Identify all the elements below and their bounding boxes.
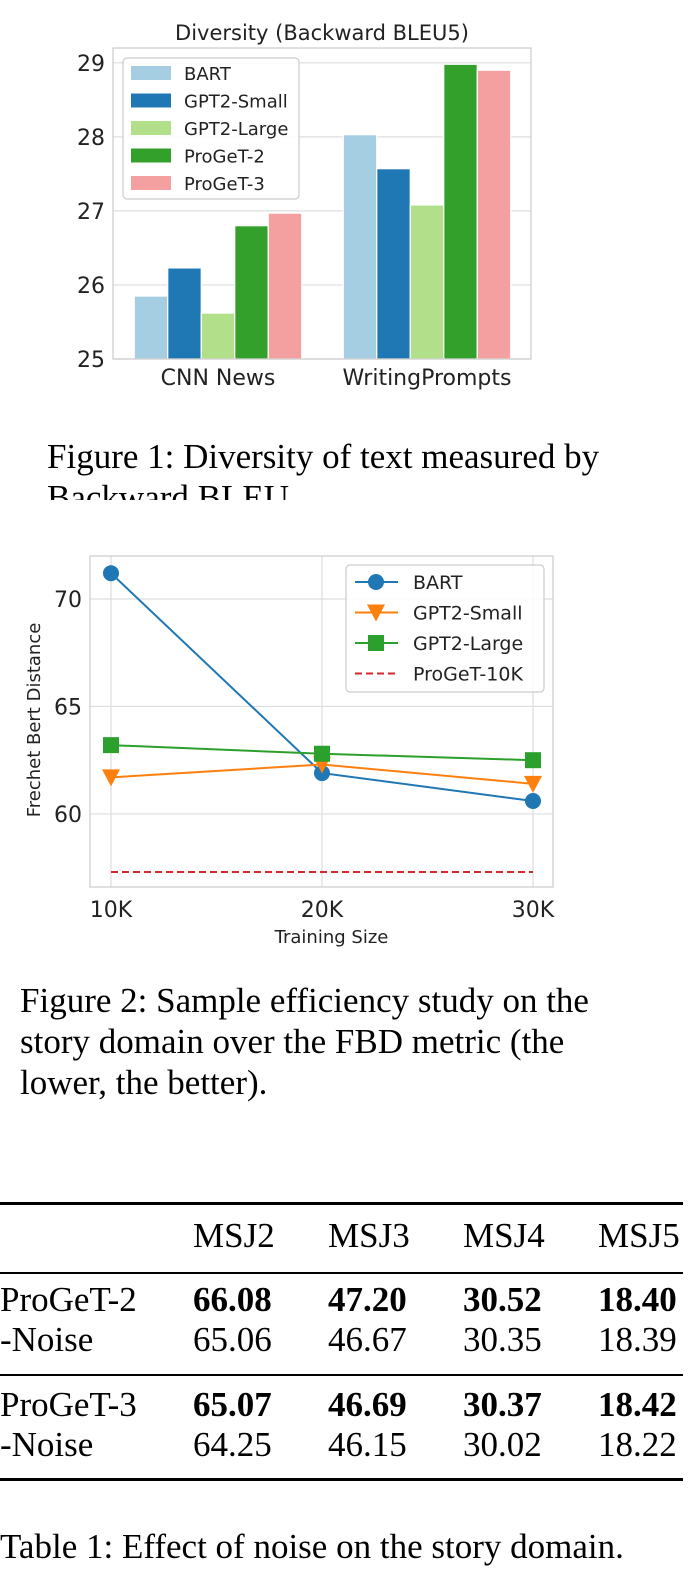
bar-proget-3	[476, 69, 512, 360]
x-tick-label: CNN News	[161, 366, 276, 391]
table-row-label: ProGeT-3	[0, 1385, 137, 1424]
legend-label: GPT2-Large	[413, 633, 523, 655]
point-gpt2-small	[102, 769, 120, 787]
table-cell: 46.69	[328, 1385, 407, 1424]
y-axis-label: Frechet Bert Distance	[24, 623, 45, 818]
legend-swatch-proget-2	[131, 148, 171, 163]
legend-label: BART	[184, 64, 232, 85]
chart-title: Diversity (Backward BLEU5)	[175, 21, 469, 45]
table-cell: 65.06	[193, 1320, 272, 1359]
table-cell: 30.37	[463, 1385, 542, 1424]
table-cell: 18.22	[598, 1425, 677, 1464]
table-row-label: -Noise	[0, 1425, 94, 1464]
table-row-label: -Noise	[0, 1320, 94, 1359]
bar-bart	[133, 295, 169, 360]
legend-swatch-bart	[131, 66, 171, 80]
table-top-rule	[0, 1202, 683, 1205]
legend-swatch-proget-3	[131, 176, 171, 190]
table-row-label: ProGeT-2	[0, 1280, 137, 1319]
table-cell: 30.02	[463, 1425, 542, 1464]
y-tick-label: 29	[77, 52, 105, 77]
point-gpt2-large	[103, 737, 119, 754]
table-cell: 46.15	[328, 1425, 407, 1464]
table-cell: 30.35	[463, 1320, 542, 1359]
bar-gpt2-small	[376, 168, 411, 360]
x-axis-label: Training Size	[274, 927, 389, 948]
table-bottom-rule	[0, 1478, 683, 1481]
legend-label: ProGeT-2	[184, 147, 265, 168]
y-tick-label: 60	[54, 803, 82, 828]
y-tick-label: 70	[54, 588, 82, 613]
y-tick-label: 28	[77, 126, 105, 151]
table-header-rule	[0, 1272, 683, 1274]
legend-label: GPT2-Small	[413, 603, 523, 625]
diversity-bar-chart: Diversity (Backward BLEU5) 25 26 27 28 29 CNN …	[77, 21, 532, 391]
x-tick-label: 10K	[90, 898, 133, 923]
bar-proget-2	[234, 225, 269, 360]
plot-frame	[112, 47, 532, 360]
bar-proget-3	[267, 212, 303, 360]
legend-swatch-gpt2-small	[131, 93, 171, 108]
bar-gpt2-small	[167, 267, 202, 360]
table-cell: 47.20	[328, 1280, 407, 1319]
bar-bart	[342, 134, 378, 360]
legend-label: ProGeT-10K	[413, 664, 523, 686]
legend-box	[345, 564, 545, 693]
sample-efficiency-line-chart: 60 65 70 10K 20K 30K Training Size Frechet Bert…	[24, 555, 555, 948]
legend-label: GPT2-Small	[184, 92, 288, 113]
x-tick-label: 30K	[512, 898, 555, 923]
legend-marker-bart	[368, 574, 384, 590]
legend-swatch-gpt2-large	[131, 121, 171, 135]
y-tick-label: 25	[77, 348, 105, 373]
plot-frame	[89, 555, 554, 888]
table-cell: 18.42	[598, 1385, 677, 1424]
x-tick-label: 20K	[301, 898, 344, 923]
table-cell: 46.67	[328, 1320, 407, 1359]
x-tick-label: WritingPrompts	[343, 366, 512, 391]
table-cell: 30.52	[463, 1280, 542, 1319]
figure-1-caption: Figure 1: Diversity of text measured by …	[47, 437, 600, 500]
table-cell: 18.39	[598, 1320, 677, 1359]
point-bart	[103, 565, 119, 582]
bar-gpt2-large	[409, 204, 445, 360]
legend-marker-gpt2-large	[368, 635, 384, 651]
table-header-cell: MSJ2	[193, 1216, 275, 1255]
y-tick-label: 27	[77, 200, 105, 225]
legend-label: GPT2-Large	[184, 119, 288, 140]
table-header-cell: MSJ3	[328, 1216, 410, 1255]
table-header-cell: MSJ5	[598, 1216, 680, 1255]
figure-2-caption: Figure 2: Sample efficiency study on the…	[20, 981, 589, 1102]
point-gpt2-small	[524, 775, 542, 793]
table-1-caption: Table 1: Effect of noise on the story do…	[0, 1527, 624, 1566]
legend-label: BART	[413, 572, 463, 594]
table-cell: 66.08	[193, 1280, 272, 1319]
table-group-rule	[0, 1374, 683, 1376]
y-tick-label: 65	[54, 695, 82, 720]
y-tick-label: 26	[77, 274, 105, 299]
table-cell: 18.40	[598, 1280, 677, 1319]
table-cell: 64.25	[193, 1425, 272, 1464]
table-header-cell: MSJ4	[463, 1216, 545, 1255]
legend-marker-gpt2-small	[367, 604, 385, 622]
legend-box	[122, 57, 300, 200]
point-gpt2-large	[525, 752, 541, 769]
point-bart	[525, 793, 541, 810]
table-cell: 65.07	[193, 1385, 272, 1424]
point-gpt2-large	[314, 745, 330, 762]
legend-label: ProGeT-3	[184, 174, 265, 195]
